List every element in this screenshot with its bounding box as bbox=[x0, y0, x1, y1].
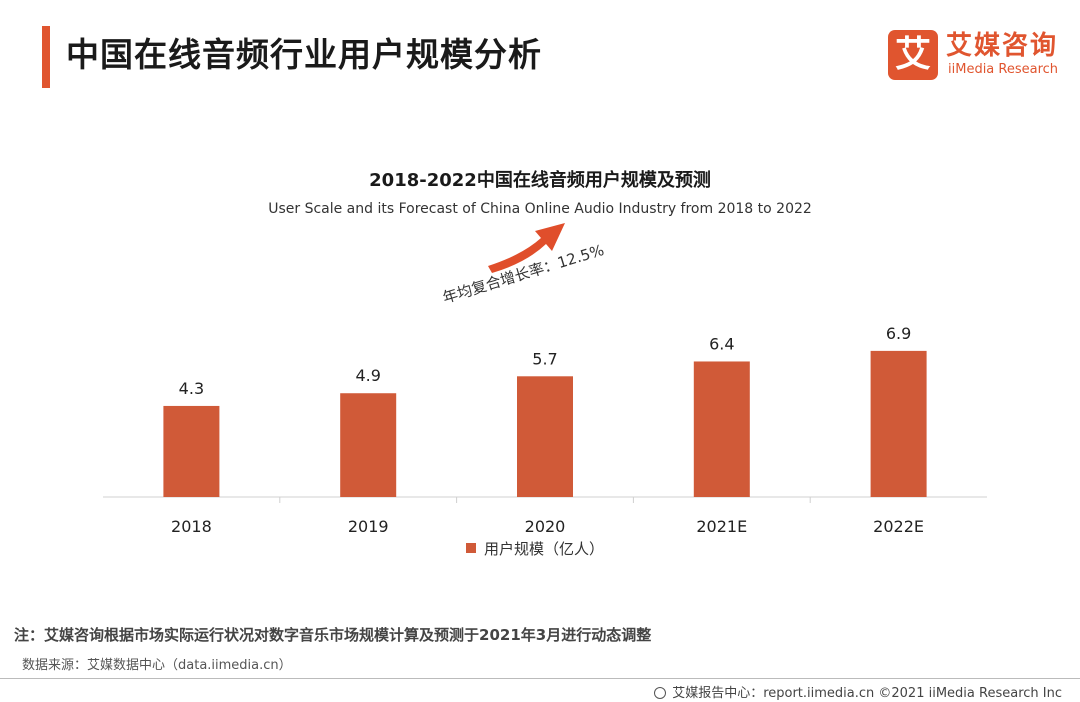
value-label-2020: 5.7 bbox=[532, 349, 557, 368]
value-label-2018: 4.3 bbox=[179, 379, 204, 398]
x-tick-2018: 2018 bbox=[171, 517, 212, 536]
value-label-2021E: 6.4 bbox=[709, 334, 734, 353]
bar-2021E bbox=[693, 361, 750, 497]
bar-2022E bbox=[870, 350, 927, 497]
footer-copyright: 艾媒报告中心：report.iimedia.cn ©2021 iiMedia R… bbox=[654, 682, 1062, 701]
growth-arrow-icon bbox=[488, 223, 565, 273]
footer-copyright-text: 艾媒报告中心：report.iimedia.cn ©2021 iiMedia R… bbox=[672, 686, 1062, 701]
footer-divider bbox=[0, 678, 1080, 679]
logo-mark-icon: 艾 bbox=[888, 30, 938, 80]
value-label-2022E: 6.9 bbox=[886, 324, 911, 343]
x-tick-2022E: 2022E bbox=[873, 517, 924, 536]
x-tick-2020: 2020 bbox=[525, 517, 566, 536]
chart-subtitle: User Scale and its Forecast of China Onl… bbox=[268, 201, 812, 217]
page-title: 中国在线音频行业用户规模分析 bbox=[66, 35, 542, 74]
x-tick-2021E: 2021E bbox=[696, 517, 747, 536]
bar-2019 bbox=[340, 393, 397, 497]
footnote: 注：艾媒咨询根据市场实际运行状况对数字音乐市场规模计算及预测于2021年3月进行… bbox=[14, 626, 652, 644]
bar-2020 bbox=[517, 376, 573, 497]
logo-english-name: iiMedia Research bbox=[948, 62, 1059, 77]
chart-title: 2018-2022中国在线音频用户规模及预测 bbox=[369, 170, 711, 191]
bar-2018 bbox=[163, 405, 220, 497]
legend-swatch bbox=[466, 543, 476, 553]
x-tick-2019: 2019 bbox=[348, 517, 389, 536]
data-source: 数据来源：艾媒数据中心（data.iimedia.cn） bbox=[22, 658, 292, 673]
value-label-2019: 4.9 bbox=[355, 366, 380, 385]
report-center-icon bbox=[654, 687, 667, 699]
title-accent-bar bbox=[42, 26, 50, 88]
chart-legend: 用户规模（亿人） bbox=[466, 538, 604, 559]
iimedia-logo: 艾 艾媒咨询 iiMedia Research bbox=[888, 30, 1064, 84]
logo-chinese-name: 艾媒咨询 bbox=[946, 31, 1059, 61]
legend-label: 用户规模（亿人） bbox=[484, 540, 605, 558]
